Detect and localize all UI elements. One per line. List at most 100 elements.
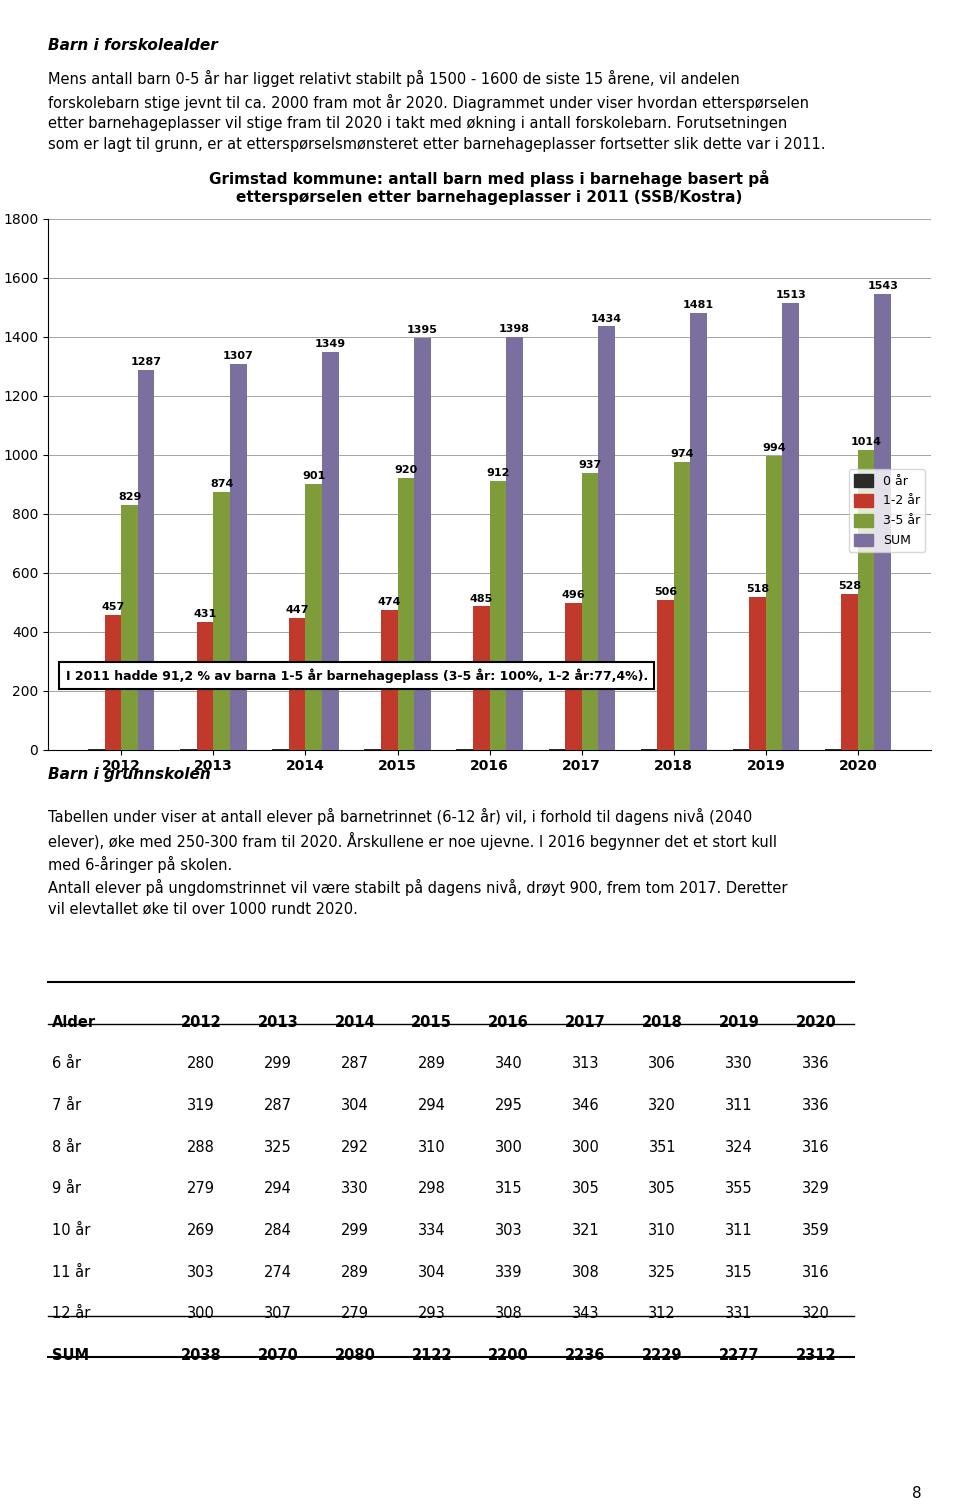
Text: 295: 295 [494,1099,522,1112]
Bar [305,484,322,750]
Bar [197,622,213,750]
Text: Alder: Alder [53,1014,97,1029]
Text: 284: 284 [264,1222,292,1237]
Text: 994: 994 [762,444,786,453]
Text: 303: 303 [494,1222,522,1237]
Text: 294: 294 [418,1099,445,1112]
Bar [138,370,155,750]
Bar [506,337,523,750]
Text: 287: 287 [341,1056,369,1071]
Text: 2012: 2012 [180,1014,222,1029]
Text: 306: 306 [648,1056,676,1071]
Text: 901: 901 [302,471,325,481]
Text: 298: 298 [418,1182,445,1197]
Text: 336: 336 [803,1099,829,1112]
Text: 279: 279 [341,1307,369,1322]
Text: 346: 346 [571,1099,599,1112]
Text: 912: 912 [486,468,510,477]
Text: 300: 300 [494,1139,522,1154]
Text: 7 år: 7 år [53,1099,82,1112]
Text: 2229: 2229 [642,1348,683,1363]
Text: 2070: 2070 [257,1348,299,1363]
Text: 937: 937 [578,460,602,471]
Text: 339: 339 [494,1265,522,1280]
Text: 340: 340 [494,1056,522,1071]
Text: 319: 319 [187,1099,215,1112]
Text: 324: 324 [725,1139,753,1154]
Text: 9 år: 9 år [53,1182,82,1197]
Text: 313: 313 [571,1056,599,1071]
Text: 829: 829 [118,492,141,502]
Text: 325: 325 [264,1139,292,1154]
Text: 496: 496 [562,590,586,601]
Text: 485: 485 [469,593,492,604]
Text: 1398: 1398 [499,324,530,333]
Text: 2236: 2236 [565,1348,606,1363]
Text: 457: 457 [102,602,125,611]
Text: 12 år: 12 år [53,1307,91,1322]
Text: 1349: 1349 [315,338,346,349]
Text: 2038: 2038 [180,1348,222,1363]
Bar [858,450,875,750]
Bar [213,492,230,750]
Text: 1395: 1395 [407,324,438,335]
Text: 10 år: 10 år [53,1222,91,1237]
Text: 315: 315 [726,1265,753,1280]
Text: 974: 974 [670,450,694,459]
Text: 311: 311 [726,1099,753,1112]
Bar [381,610,397,750]
Text: 874: 874 [210,478,233,489]
Text: 506: 506 [654,587,677,598]
Text: 2018: 2018 [642,1014,683,1029]
Text: 294: 294 [264,1182,292,1197]
Text: 2014: 2014 [334,1014,375,1029]
Text: 274: 274 [264,1265,292,1280]
Text: 1014: 1014 [851,438,881,448]
Bar [841,595,858,750]
Text: 320: 320 [648,1099,676,1112]
Text: 308: 308 [494,1307,522,1322]
Text: 279: 279 [187,1182,215,1197]
Text: 2277: 2277 [719,1348,759,1363]
Bar [749,596,766,750]
Text: 299: 299 [341,1222,369,1237]
Text: 289: 289 [418,1056,445,1071]
Text: 2015: 2015 [411,1014,452,1029]
Text: 329: 329 [802,1182,829,1197]
Text: 310: 310 [648,1222,676,1237]
Bar [473,607,490,750]
Text: 303: 303 [187,1265,215,1280]
Text: 431: 431 [194,610,217,620]
Text: 334: 334 [418,1222,445,1237]
Bar [658,601,674,750]
Bar [230,364,247,750]
Text: SUM: SUM [53,1348,89,1363]
Text: Mens antall barn 0-5 år har ligget relativt stabilt på 1500 - 1600 de siste 15 å: Mens antall barn 0-5 år har ligget relat… [48,71,826,151]
Bar [598,326,614,750]
Text: 2020: 2020 [796,1014,836,1029]
Text: 1543: 1543 [867,281,899,291]
Text: 2019: 2019 [719,1014,759,1029]
Text: 336: 336 [803,1056,829,1071]
Bar [397,478,414,750]
Bar [582,474,598,750]
Text: I 2011 hadde 91,2 % av barna 1-5 år barnehageplass (3-5 år: 100%, 1-2 år:77,4%).: I 2011 hadde 91,2 % av barna 1-5 år barn… [65,668,648,682]
Text: 359: 359 [803,1222,829,1237]
Text: 293: 293 [418,1307,445,1322]
Text: 6 år: 6 år [53,1056,82,1071]
Text: 2200: 2200 [489,1348,529,1363]
Text: 8 år: 8 år [53,1139,82,1154]
Text: 307: 307 [264,1307,292,1322]
Text: 311: 311 [726,1222,753,1237]
Text: 1287: 1287 [131,358,161,367]
Bar [121,506,138,750]
Text: 528: 528 [838,581,861,592]
Text: 305: 305 [648,1182,676,1197]
Text: 518: 518 [746,584,769,595]
Text: 312: 312 [648,1307,676,1322]
Text: 304: 304 [341,1099,369,1112]
Text: 1307: 1307 [223,352,253,361]
Text: 316: 316 [803,1265,829,1280]
Text: 1434: 1434 [591,314,622,323]
Text: 320: 320 [802,1307,829,1322]
